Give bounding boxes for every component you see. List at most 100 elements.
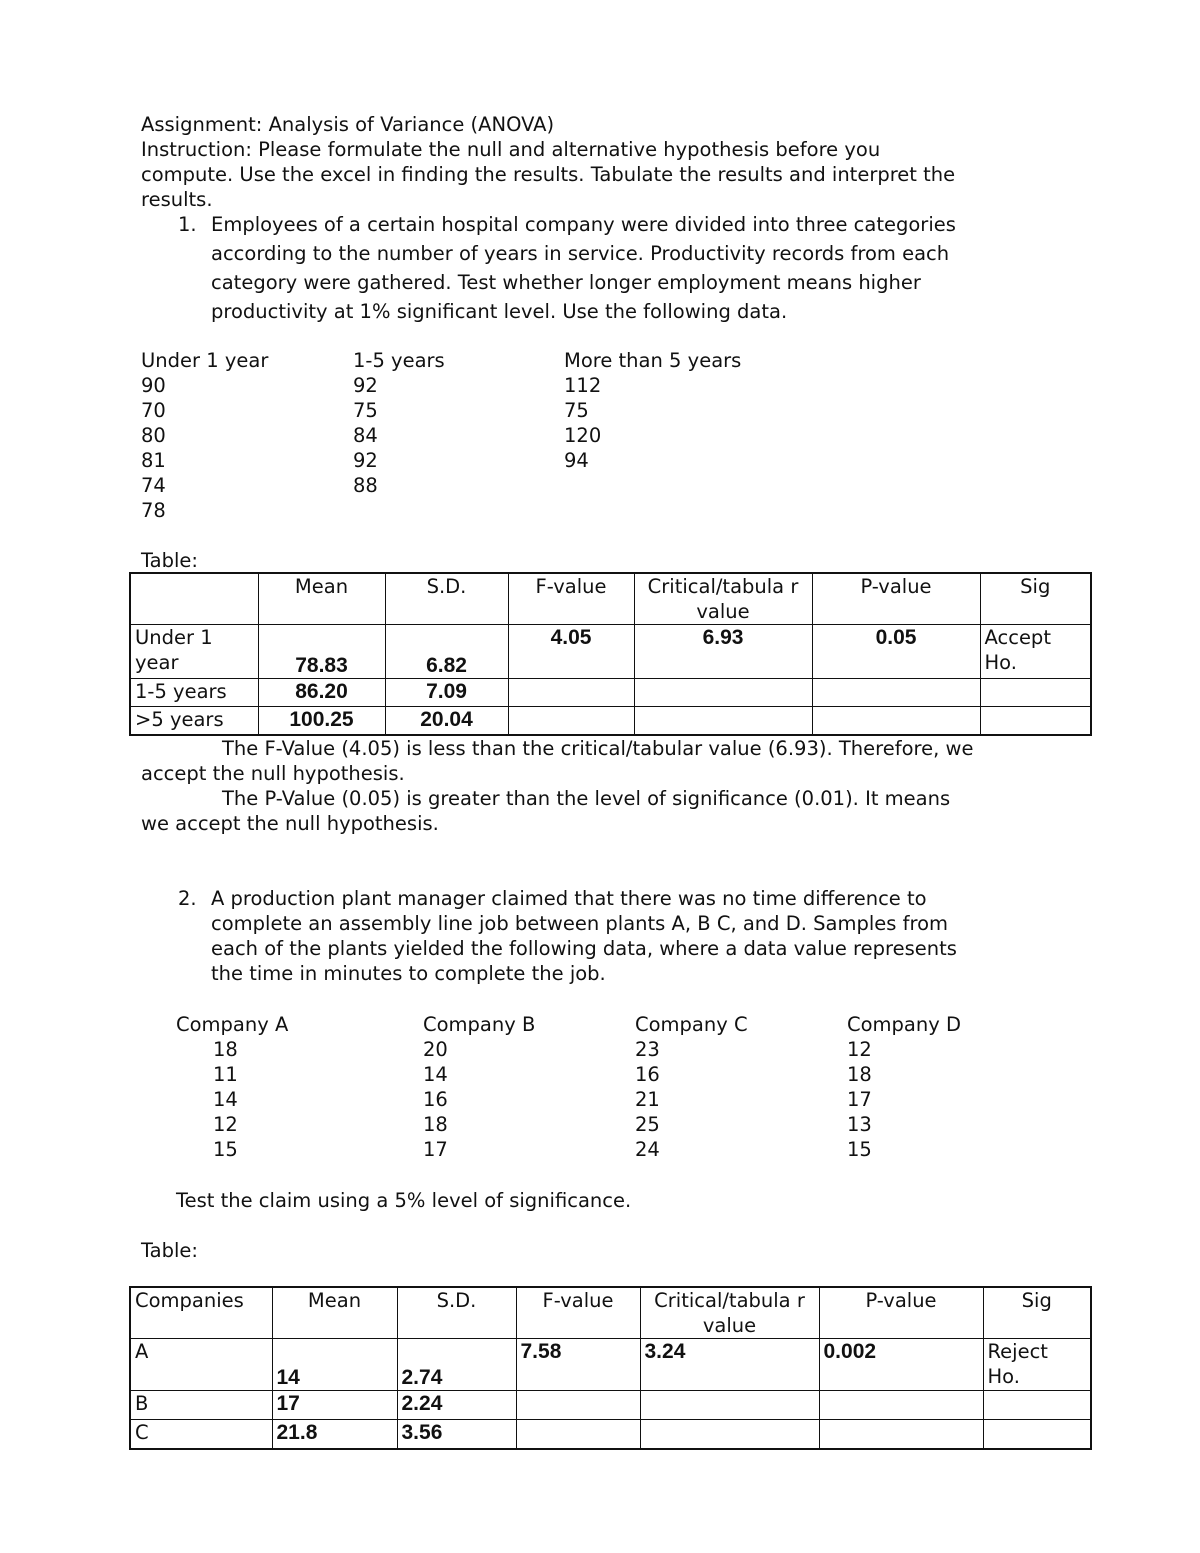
data-value: 12: [213, 1113, 238, 1136]
table-row: Under 1 year 78.83 6.82 4.05 6.93 0.05 Accept …: [129, 624, 1092, 679]
table-cell: 100.25: [257, 706, 386, 735]
table-header-cell: P-value: [811, 572, 981, 625]
table-header-cell: Mean: [257, 572, 386, 625]
test-claim-text: Test the claim using a 5% level of signi…: [176, 1189, 632, 1212]
data-value: 74: [141, 474, 166, 497]
table-cell: Under 1 year: [129, 624, 259, 679]
data-value: 23: [635, 1038, 660, 1061]
table-cell: [507, 706, 635, 735]
data-value: 94: [564, 449, 589, 472]
results-table-1: Mean S.D. F-value Critical/tabula r value P-…: [129, 572, 1092, 736]
table-cell: [633, 706, 813, 735]
problem-text: A production plant manager claimed that …: [211, 887, 927, 910]
data-value: 88: [353, 474, 378, 497]
data-value: 20: [423, 1038, 448, 1061]
data-value: 21: [635, 1088, 660, 1111]
table-cell: 0.05: [811, 624, 981, 679]
data-value: 18: [213, 1038, 238, 1061]
table-row: A 14 2.74 7.58 3.24 0.002 Reject Ho.: [129, 1338, 1092, 1391]
table-cell: 14: [271, 1338, 398, 1391]
results-table-2: Companies Mean S.D. F-value Critical/tabula …: [129, 1286, 1092, 1450]
data-value: 75: [564, 399, 589, 422]
table-cell: 78.83: [257, 624, 386, 679]
table-header-cell: Critical/tabula r value: [639, 1286, 820, 1339]
interpretation-text: The F-Value (4.05) is less than the crit…: [222, 737, 974, 760]
data-column-header: Company A: [176, 1013, 289, 1036]
table-header-cell: S.D.: [396, 1286, 517, 1339]
table-cell: C: [129, 1419, 273, 1449]
table-cell: Reject Ho.: [982, 1338, 1092, 1391]
data-value: 13: [847, 1113, 872, 1136]
data-value: 81: [141, 449, 166, 472]
data-value: 80: [141, 424, 166, 447]
table-cell: 2.74: [396, 1338, 517, 1391]
data-column-header: More than 5 years: [564, 349, 742, 372]
table-header-cell: Mean: [271, 1286, 398, 1339]
table-label: Table:: [141, 549, 198, 572]
table-row: 1-5 years 86.20 7.09: [129, 678, 1092, 707]
table-cell: [811, 706, 981, 735]
table-header-cell: F-value: [515, 1286, 641, 1339]
table-cell: A: [129, 1338, 273, 1391]
data-value: 15: [847, 1138, 872, 1161]
problem-text: productivity at 1% significant level. Us…: [211, 300, 788, 323]
data-value: 75: [353, 399, 378, 422]
table-cell: [515, 1419, 641, 1449]
table-header-cell: F-value: [507, 572, 635, 625]
data-value: 112: [564, 374, 602, 397]
table-cell: [982, 1390, 1092, 1420]
data-value: 17: [847, 1088, 872, 1111]
table-cell: >5 years: [129, 706, 259, 735]
table-cell: 3.56: [396, 1419, 517, 1449]
data-column-header: Company C: [635, 1013, 748, 1036]
problem-text: each of the plants yielded the following…: [211, 937, 957, 960]
data-value: 14: [213, 1088, 238, 1111]
data-column-header: Company D: [847, 1013, 961, 1036]
data-value: 18: [847, 1063, 872, 1086]
data-value: 18: [423, 1113, 448, 1136]
table-cell: [979, 706, 1092, 735]
table-cell: 21.8: [271, 1419, 398, 1449]
data-value: 92: [353, 374, 378, 397]
data-value: 15: [213, 1138, 238, 1161]
table-cell: 86.20: [257, 678, 386, 707]
table-cell: 7.58: [515, 1338, 641, 1391]
table-cell: Accept Ho.: [979, 624, 1092, 679]
table-cell: [507, 678, 635, 707]
interpretation-text: The P-Value (0.05) is greater than the l…: [222, 787, 951, 810]
table-header-cell: P-value: [818, 1286, 984, 1339]
problem-text: category were gathered. Test whether lon…: [211, 271, 921, 294]
table-cell: 3.24: [639, 1338, 820, 1391]
table-header-cell: S.D.: [384, 572, 509, 625]
table-header-cell: Sig: [982, 1286, 1092, 1339]
data-value: 14: [423, 1063, 448, 1086]
problem-text: complete an assembly line job between pl…: [211, 912, 949, 935]
table-header-row: Mean S.D. F-value Critical/tabula r value P-…: [129, 572, 1092, 625]
table-cell: B: [129, 1390, 273, 1420]
table-cell: [818, 1419, 984, 1449]
data-value: 16: [423, 1088, 448, 1111]
table-cell: 6.93: [633, 624, 813, 679]
problem-text: the time in minutes to complete the job.: [211, 962, 606, 985]
table-cell: [979, 678, 1092, 707]
problem-text: Employees of a certain hospital company …: [211, 213, 956, 236]
interpretation-text: we accept the null hypothesis.: [141, 812, 439, 835]
data-value: 12: [847, 1038, 872, 1061]
table-cell: 6.82: [384, 624, 509, 679]
data-value: 17: [423, 1138, 448, 1161]
data-value: 92: [353, 449, 378, 472]
table-row: >5 years 100.25 20.04: [129, 706, 1092, 735]
table-cell: 1-5 years: [129, 678, 259, 707]
table-cell: 0.002: [818, 1338, 984, 1391]
data-value: 78: [141, 499, 166, 522]
data-value: 84: [353, 424, 378, 447]
data-value: 25: [635, 1113, 660, 1136]
table-cell: 7.09: [384, 678, 509, 707]
table-cell: 17: [271, 1390, 398, 1420]
data-value: 120: [564, 424, 602, 447]
interpretation-text: accept the null hypothesis.: [141, 762, 405, 785]
data-value: 24: [635, 1138, 660, 1161]
instruction-line: compute. Use the excel in finding the re…: [141, 163, 956, 186]
problem-number: 2.: [178, 887, 197, 910]
